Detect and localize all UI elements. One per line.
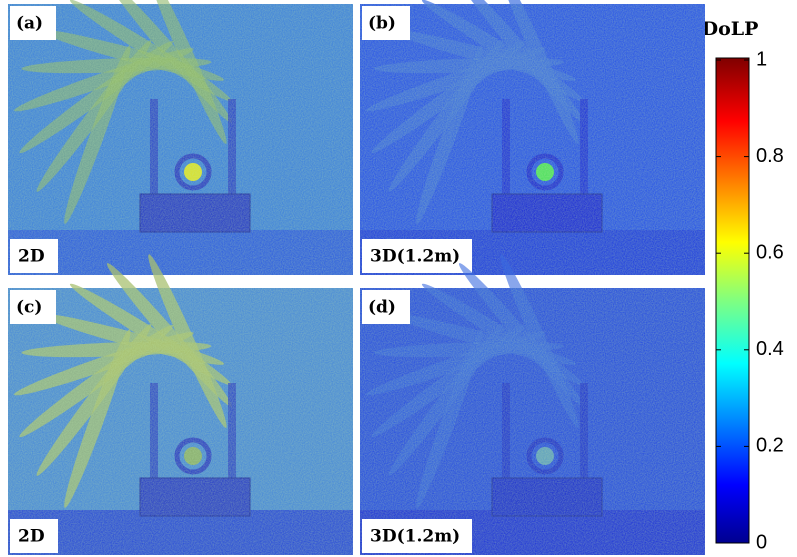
panel-caption: 3D(1.2m) — [370, 247, 460, 267]
noise — [8, 288, 353, 555]
noise — [360, 288, 705, 555]
image-panel: (d) 3D(1.2m) — [360, 251, 705, 555]
image-panel: (a) 2D — [8, 0, 353, 275]
panel-label: (c) — [16, 298, 42, 318]
image-panel: (c) 2D — [8, 251, 353, 555]
tick-label: 0.4 — [756, 338, 784, 360]
tick-label: 0.6 — [756, 241, 784, 263]
image-panel: (b) 3D(1.2m) — [360, 0, 705, 275]
panel-label: (d) — [368, 298, 396, 318]
panel-caption: 2D — [18, 527, 45, 547]
panel-caption: 2D — [18, 247, 45, 267]
panel-label: (a) — [16, 14, 43, 34]
tick-label: 0 — [756, 531, 767, 553]
colorbar — [716, 58, 749, 543]
panel-caption: 3D(1.2m) — [370, 527, 460, 547]
noise — [8, 4, 353, 275]
tick-label: 1 — [756, 48, 767, 70]
noise — [360, 4, 705, 275]
figure: DoLP (a) 2D (b) 3D(1.2m) (c) 2D (d) 3D(1.2m) 0 0.… — [0, 0, 797, 557]
tick-label: 0.2 — [756, 435, 784, 457]
colorbar-title: DoLP — [702, 18, 759, 40]
panel-label: (b) — [368, 14, 396, 34]
tick-label: 0.8 — [756, 145, 784, 167]
